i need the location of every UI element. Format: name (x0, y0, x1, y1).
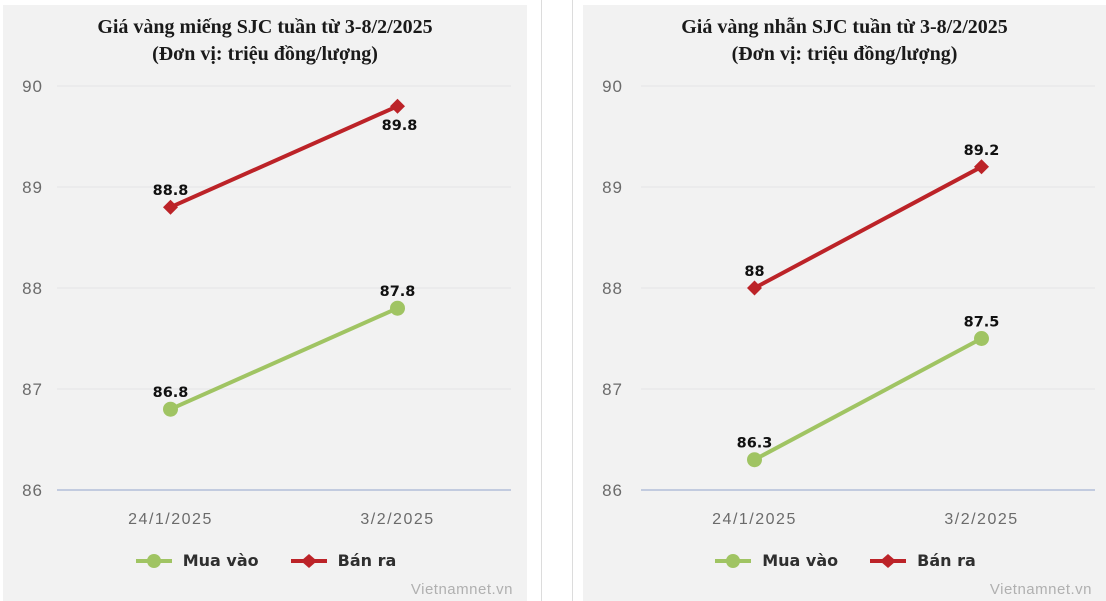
circle-series-marker-icon (135, 553, 172, 568)
watermark: Vietnamnet.vn (989, 581, 1092, 598)
y-tick-label: 89 (602, 178, 623, 197)
x-tick-label: 24/1/2025 (712, 511, 797, 528)
data-label: 88 (744, 264, 764, 280)
line-chart-gold-ring: 90 89 88 87 86 24/1/2025 3/2/2025 86.3 87.5 88 89.… (602, 77, 1095, 528)
chart-card-gold-ring: Giá vàng nhẫn SJC tuần từ 3-8/2/2025 (Đơ… (583, 5, 1106, 601)
chart-title-line1: Giá vàng nhẫn SJC tuần từ 3-8/2/2025 (681, 16, 1008, 38)
legend-label-ban-ra: Bán ra (337, 551, 397, 570)
legend-item-mua-vao: Mua vào (713, 551, 838, 570)
series-line (168, 104, 400, 210)
data-point-diamond (390, 98, 405, 114)
data-label: 86.8 (153, 385, 189, 401)
card-divider-line (541, 0, 542, 601)
chart-title-line1: Giá vàng miếng SJC tuần từ 3-8/2/2025 (97, 16, 433, 38)
chart-title-line2: (Đơn vị: triệu đồng/lượng) (731, 43, 958, 65)
y-tick-label: 88 (602, 279, 623, 298)
y-tick-label: 90 (22, 77, 43, 96)
x-tick-label: 3/2/2025 (944, 511, 1018, 528)
legend: Mua vào Bán ra (583, 551, 1106, 570)
x-tick-label: 3/2/2025 (360, 511, 434, 528)
legend: Mua vào Bán ra (3, 551, 527, 570)
chart-card-gold-bar: Giá vàng miếng SJC tuần từ 3-8/2/2025 (Đ… (3, 5, 527, 601)
legend-item-ban-ra: Bán ra (868, 551, 976, 570)
y-tick-label: 87 (602, 380, 623, 399)
data-label: 88.8 (153, 183, 189, 199)
card-divider-line (572, 0, 573, 601)
y-tick-label: 86 (602, 481, 623, 500)
series-line (752, 336, 984, 462)
data-point-circle (163, 401, 178, 417)
data-point-diamond (974, 159, 989, 175)
chart-title-gold-bar: Giá vàng miếng SJC tuần từ 3-8/2/2025 (Đ… (3, 14, 527, 68)
legend-label-ban-ra: Bán ra (917, 551, 976, 570)
line-chart-gold-bar: 90 89 88 87 86 24/1/2025 3/2/2025 86.8 87.8 88.8 8… (22, 77, 511, 528)
legend-label-mua-vao: Mua vào (182, 551, 259, 570)
y-tick-label: 88 (22, 279, 43, 298)
data-point-diamond (163, 199, 178, 215)
y-tick-label: 90 (602, 77, 623, 96)
y-tick-label: 89 (22, 178, 43, 197)
data-point-diamond (747, 280, 762, 296)
y-tick-label: 86 (22, 481, 43, 500)
legend-item-mua-vao: Mua vào (134, 551, 259, 570)
data-label: 89.2 (964, 143, 1000, 159)
chart-title-line2: (Đơn vị: triệu đồng/lượng) (152, 43, 378, 65)
data-label: 87.5 (964, 315, 1000, 331)
circle-series-marker-icon (715, 553, 752, 568)
diamond-series-marker-icon (870, 553, 907, 568)
data-point-circle (974, 331, 989, 346)
data-label: 89.8 (382, 118, 418, 134)
y-tick-label: 87 (22, 380, 43, 399)
legend-label-mua-vao: Mua vào (762, 551, 839, 570)
x-tick-label: 24/1/2025 (128, 511, 213, 528)
chart-title-gold-ring: Giá vàng nhẫn SJC tuần từ 3-8/2/2025 (Đơ… (583, 14, 1106, 68)
series-line (168, 306, 400, 412)
data-point-circle (747, 452, 762, 468)
series-line (752, 164, 984, 290)
data-label: 86.3 (737, 436, 773, 452)
watermark: Vietnamnet.vn (410, 581, 513, 598)
data-point-circle (390, 300, 405, 316)
diamond-series-marker-icon (290, 553, 327, 568)
data-label: 87.8 (380, 284, 416, 300)
legend-item-ban-ra: Bán ra (289, 551, 397, 570)
